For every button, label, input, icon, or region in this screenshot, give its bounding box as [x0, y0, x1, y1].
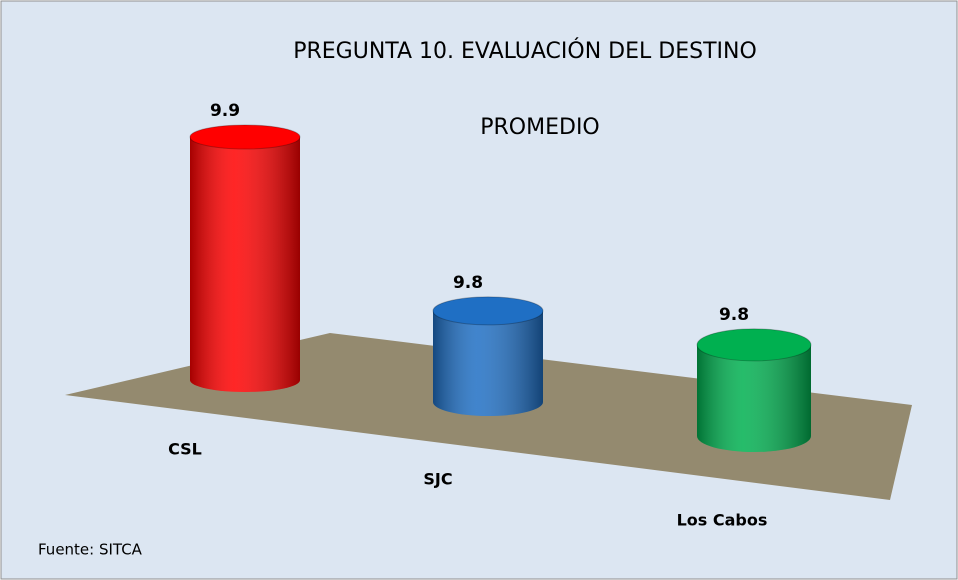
value-label: 9.8 [719, 305, 749, 325]
x-tick-label: Los Cabos [677, 511, 768, 530]
cylinder-shade [697, 344, 811, 452]
cylinder-shade [190, 137, 300, 392]
cylinder-top [696, 328, 812, 362]
x-tick-label: SJC [423, 470, 452, 489]
cylinder [696, 328, 812, 452]
cylinder [189, 124, 301, 392]
value-label: 9.8 [453, 273, 483, 293]
cylinder-top [432, 296, 544, 326]
chart-subtitle: PROMEDIO [480, 115, 600, 140]
value-label: 9.9 [210, 101, 240, 121]
chart-title: PREGUNTA 10. EVALUACIÓN DEL DESTINO [293, 38, 757, 64]
x-tick-label: CSL [168, 440, 202, 459]
cylinder-top [189, 124, 301, 150]
source-note: Fuente: SITCA [38, 541, 143, 559]
cylinder-shade [433, 310, 543, 416]
cylinder [432, 296, 544, 416]
